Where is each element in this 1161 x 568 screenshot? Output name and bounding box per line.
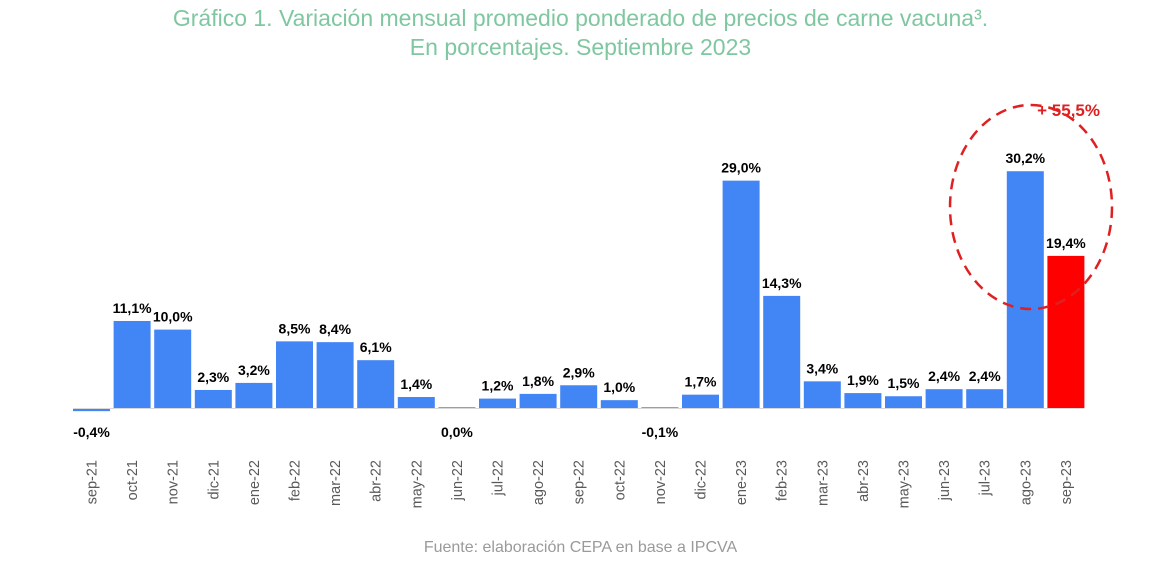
bar-oct-21 (113, 320, 151, 408)
value-label-oct-21: 11,1% (113, 300, 152, 316)
bar-sep-23 (1047, 255, 1085, 408)
tick-label-oct-22: oct-22 (612, 460, 628, 500)
bar-abr-23 (844, 393, 882, 408)
bar-dic-21 (194, 389, 232, 408)
tick-label-mar-22: mar-22 (328, 460, 344, 506)
value-label-dic-22: 1,7% (685, 374, 717, 390)
value-labels-group: -0,4% 11,1%10,0% 2,3% 3,2% 8,5% 8,4% 6,1% 1,4% 0… (73, 150, 1086, 440)
value-label-abr-22: 6,1% (360, 339, 392, 355)
value-label-ene-22: 3,2% (238, 362, 270, 378)
tick-label-sep-22: sep-22 (572, 460, 588, 504)
x-tick-labels-group: sep-21 oct-21 nov-21 dic-21 ene-22 feb-22 mar-… (85, 460, 1075, 508)
bar-sep-21 (73, 408, 110, 412)
value-label-may-22: 1,4% (400, 376, 432, 392)
annotation-label: + 55,5% (1037, 101, 1100, 120)
value-label-may-23: 1,5% (888, 375, 920, 391)
tick-label-jun-22: jun-22 (450, 460, 466, 501)
tick-label-abr-23: abr-23 (856, 460, 872, 502)
value-label-ene-23: 29,0% (721, 160, 761, 176)
value-label-nov-22: -0,1% (642, 424, 679, 440)
value-label-feb-23: 14,3% (762, 275, 802, 291)
value-label-abr-23: 1,9% (847, 372, 879, 388)
bar-abr-22 (357, 360, 395, 408)
value-label-jul-22: 1,2% (482, 378, 514, 394)
tick-label-mar-23: mar-23 (815, 460, 831, 506)
source-note: Fuente: elaboración CEPA en base a IPCVA (423, 539, 738, 556)
tick-label-ago-23: ago-23 (1018, 460, 1034, 505)
value-label-nov-21: 10,0% (153, 309, 193, 325)
tick-label-jul-22: jul-22 (491, 460, 507, 496)
bar-may-22 (397, 397, 435, 408)
tick-label-ene-22: ene-22 (247, 460, 263, 505)
tick-label-dic-22: dic-22 (694, 460, 710, 500)
tick-label-ago-22: ago-22 (531, 460, 547, 505)
bar-oct-22 (600, 400, 638, 408)
value-label-sep-23: 19,4% (1046, 235, 1086, 251)
value-label-ago-23: 30,2% (1005, 150, 1045, 166)
tick-label-jul-23: jul-23 (978, 460, 994, 496)
bar-jul-23 (966, 389, 1004, 408)
bar-ago-23 (1006, 171, 1044, 408)
bar-dic-22 (682, 394, 719, 408)
bar-feb-22 (276, 341, 313, 408)
value-label-mar-23: 3,4% (806, 360, 838, 376)
tick-label-ene-23: ene-23 (734, 460, 750, 505)
value-label-mar-22: 8,4% (319, 321, 351, 337)
bar-mar-23 (803, 381, 841, 408)
value-label-sep-22: 2,9% (563, 364, 595, 380)
bar-jul-22 (479, 398, 516, 408)
value-label-ago-22: 1,8% (522, 373, 554, 389)
tick-label-nov-22: nov-22 (653, 460, 669, 504)
highlight-dashed-circle (948, 103, 1114, 311)
tick-label-may-23: may-23 (897, 460, 913, 508)
tick-label-dic-21: dic-21 (206, 460, 222, 500)
bar-ago-22 (519, 393, 557, 408)
tick-label-may-22: may-22 (409, 460, 425, 508)
bar-jun-23 (925, 389, 963, 408)
bar-sep-22 (560, 385, 598, 408)
value-label-jun-23: 2,4% (928, 368, 960, 384)
bar-feb-23 (763, 295, 801, 408)
value-label-jun-22: 0,0% (441, 424, 473, 440)
value-label-feb-22: 8,5% (279, 320, 311, 336)
bar-nov-21 (154, 329, 192, 408)
value-label-dic-21: 2,3% (197, 369, 229, 385)
value-label-oct-22: 1,0% (603, 379, 635, 395)
tick-label-sep-23: sep-23 (1059, 460, 1075, 504)
chart-title-line1: Gráfico 1. Variación mensual promedio po… (172, 5, 989, 31)
bar-ene-23 (722, 180, 760, 408)
tick-label-sep-21: sep-21 (85, 460, 101, 504)
tick-label-jun-23: jun-23 (937, 460, 953, 501)
bars-group (73, 171, 1085, 412)
value-label-jul-23: 2,4% (969, 368, 1001, 384)
tick-label-feb-23: feb-23 (775, 460, 791, 501)
bar-ene-22 (235, 382, 273, 408)
tick-label-abr-22: abr-22 (369, 460, 385, 502)
tick-label-nov-21: nov-21 (166, 460, 182, 504)
tick-label-feb-22: feb-22 (288, 460, 304, 501)
bar-mar-22 (316, 342, 354, 408)
value-label-sep-21: -0,4% (73, 424, 110, 440)
tick-label-oct-21: oct-21 (125, 460, 141, 500)
chart-title-line2: En porcentajes. Septiembre 2023 (409, 34, 752, 60)
bar-may-23 (885, 396, 922, 408)
